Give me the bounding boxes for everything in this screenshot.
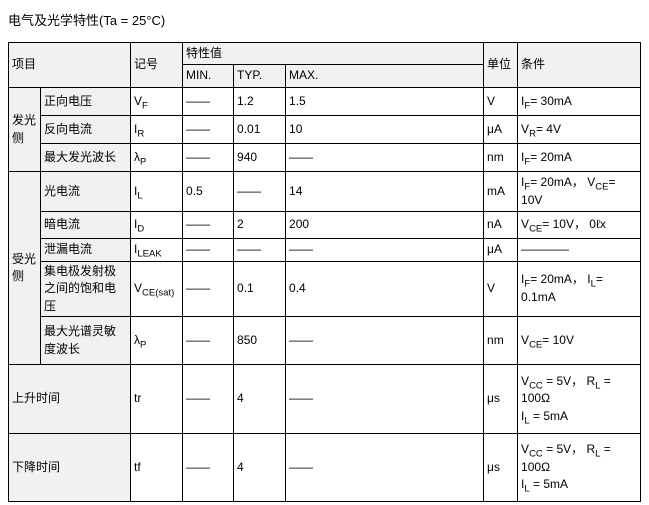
group-label-detector: 受光侧 <box>8 170 41 366</box>
max-cell: —— <box>285 316 485 366</box>
characteristics-table: 项目 记号 特性值 单位 条件 MIN. TYP. MAX. 发光侧 正向电压 … <box>7 42 642 503</box>
min-cell: —— <box>182 364 235 435</box>
max-cell: 0.4 <box>285 260 485 318</box>
col-header-typ: TYP. <box>233 64 287 88</box>
col-header-value-group: 特性值 <box>182 42 485 65</box>
typ-cell: 2 <box>233 211 287 239</box>
unit-cell: V <box>483 260 519 318</box>
condition-cell: ———— <box>517 238 642 262</box>
unit-cell: μA <box>483 115 519 144</box>
condition-cell: VR= 4V <box>517 115 642 144</box>
item-cell: 最大光谱灵敏度波长 <box>39 316 132 366</box>
min-cell: 0.5 <box>182 171 235 212</box>
condition-cell: IF= 20mA <box>517 143 642 172</box>
symbol-cell: λP <box>130 143 184 172</box>
condition-cell: VCC = 5V， RL = 100Ω IL = 5mA <box>517 364 642 435</box>
min-cell: —— <box>182 316 235 366</box>
item-cell: 上升时间 <box>7 364 132 435</box>
unit-cell: nm <box>483 316 519 366</box>
condition-cell: IF= 30mA <box>517 87 642 116</box>
typ-cell: —— <box>233 171 287 212</box>
unit-cell: nm <box>483 143 519 172</box>
max-cell: 200 <box>285 211 485 239</box>
max-cell: 1.5 <box>285 87 485 116</box>
max-cell: 10 <box>285 115 485 144</box>
unit-cell: V <box>483 87 519 116</box>
condition-cell: VCE= 10V， 0ℓx <box>517 211 642 239</box>
symbol-cell: λP <box>130 316 184 366</box>
typ-cell: —— <box>233 238 287 262</box>
typ-cell: 850 <box>233 316 287 366</box>
col-header-unit: 单位 <box>483 42 519 88</box>
max-cell: —— <box>285 364 485 435</box>
header-row-1: 项目 记号 特性值 单位 条件 <box>7 42 642 88</box>
col-header-symbol: 记号 <box>130 42 184 88</box>
unit-cell: mA <box>483 171 519 212</box>
table-row: 受光侧 光电流 IL 0.5 —— 14 mA IF= 20mA， VCE= 10… <box>8 170 642 366</box>
item-cell: 反向电流 <box>39 115 132 144</box>
min-cell: —— <box>182 87 235 116</box>
min-cell: —— <box>182 115 235 144</box>
max-cell: 14 <box>285 171 485 212</box>
page-title: 电气及光学特性(Ta = 25°C) <box>8 13 166 28</box>
symbol-cell: IL <box>130 171 184 212</box>
typ-cell: 0.1 <box>233 260 287 318</box>
typ-cell: 0.01 <box>233 115 287 144</box>
item-cell: 光电流 <box>39 171 132 212</box>
table-row: 发光侧 正向电压 VF —— 1.2 1.5 V IF= 30mA <box>8 87 642 172</box>
table-row: 下降时间 tf —— 4 —— μs VCC = 5V， RL = 100Ω IL … <box>7 433 642 503</box>
item-cell: 暗电流 <box>39 211 132 239</box>
item-cell: 下降时间 <box>7 433 132 503</box>
symbol-cell: tf <box>130 433 184 503</box>
col-header-item: 项目 <box>7 42 132 88</box>
symbol-cell: IR <box>130 115 184 144</box>
table-row: 上升时间 tr —— 4 —— μs VCC = 5V， RL = 100Ω IL … <box>7 364 642 435</box>
symbol-cell: VCE(sat) <box>130 260 184 318</box>
item-cell: 集电极发射极之间的饱和电压 <box>39 260 132 318</box>
condition-cell: IF= 20mA， IL= 0.1mA <box>517 260 642 318</box>
min-cell: —— <box>182 211 235 239</box>
max-cell: —— <box>285 143 485 172</box>
min-cell: —— <box>182 433 235 503</box>
item-cell: 泄漏电流 <box>39 238 132 262</box>
table-row: 泄漏电流 ILEAK —— —— —— μA ———— <box>9 238 642 262</box>
min-cell: —— <box>182 143 235 172</box>
item-cell: 最大发光波长 <box>39 143 132 172</box>
typ-cell: 4 <box>233 433 287 503</box>
unit-cell: nA <box>483 211 519 239</box>
table-row: 暗电流 ID —— 2 200 nA VCE= 10V， 0ℓx <box>9 211 642 239</box>
col-header-condition: 条件 <box>517 42 642 88</box>
max-cell: —— <box>285 238 485 262</box>
typ-cell: 940 <box>233 143 287 172</box>
condition-cell: IF= 20mA， VCE= 10V <box>517 171 642 212</box>
table-row: 最大发光波长 λP —— 940 —— nm IF= 20mA <box>9 143 642 172</box>
min-cell: —— <box>182 238 235 262</box>
col-header-max: MAX. <box>285 64 485 88</box>
unit-cell: μA <box>483 238 519 262</box>
symbol-cell: ID <box>130 211 184 239</box>
typ-cell: 1.2 <box>233 87 287 116</box>
condition-cell: VCE= 10V <box>517 316 642 366</box>
col-header-min: MIN. <box>182 64 235 88</box>
unit-cell: μs <box>483 433 519 503</box>
table-row: 反向电流 IR —— 0.01 10 μA VR= 4V <box>9 115 642 144</box>
condition-cell: VCC = 5V， RL = 100Ω IL = 5mA <box>517 433 642 503</box>
typ-cell: 4 <box>233 364 287 435</box>
header-row-2: MIN. TYP. MAX. <box>9 64 641 88</box>
unit-cell: μs <box>483 364 519 435</box>
max-cell: —— <box>285 433 485 503</box>
table-row: 最大光谱灵敏度波长 λP —— 850 —— nm VCE= 10V <box>9 316 642 366</box>
group-label-emitter: 发光侧 <box>8 87 41 172</box>
item-cell: 正向电压 <box>39 87 132 116</box>
min-cell: —— <box>182 260 235 318</box>
symbol-cell: tr <box>130 364 184 435</box>
symbol-cell: VF <box>130 87 184 116</box>
table-row: 集电极发射极之间的饱和电压 VCE(sat) —— 0.1 0.4 V IF= … <box>9 260 642 318</box>
symbol-cell: ILEAK <box>130 238 184 262</box>
